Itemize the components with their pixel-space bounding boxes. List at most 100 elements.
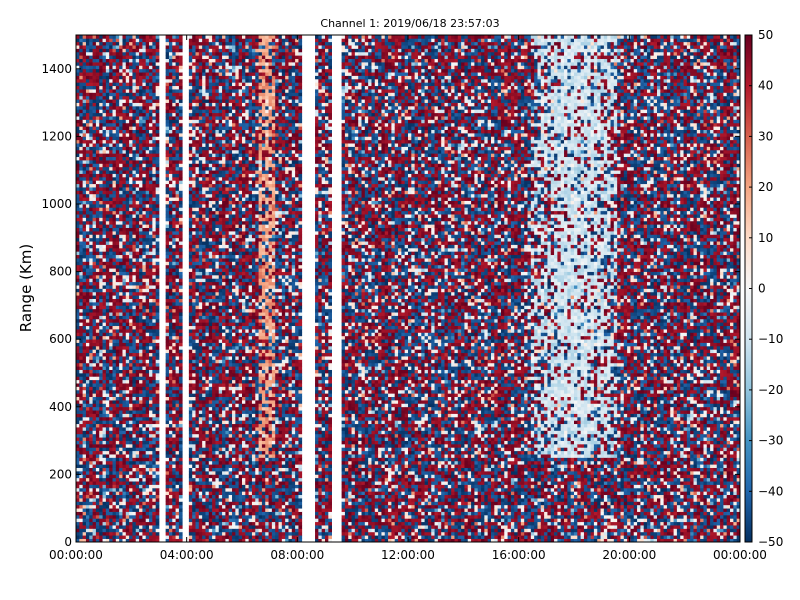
- heatmap-cell: [188, 359, 193, 364]
- heatmap-cell: [135, 254, 140, 259]
- heatmap-cell: [76, 345, 80, 350]
- heatmap-cell: [155, 237, 160, 242]
- heatmap-cell: [89, 494, 93, 499]
- heatmap-cell: [145, 234, 150, 239]
- heatmap-cell: [152, 193, 157, 198]
- heatmap-cell: [149, 433, 153, 438]
- heatmap-cell: [165, 291, 170, 296]
- heatmap-cell: [105, 450, 110, 455]
- heatmap-cell: [168, 494, 173, 499]
- heatmap-cell: [188, 362, 193, 367]
- heatmap-cell: [125, 298, 130, 303]
- heatmap-cell: [178, 163, 183, 168]
- heatmap-cell: [195, 149, 200, 154]
- heatmap-cell: [79, 494, 83, 499]
- heatmap-cell: [105, 396, 110, 401]
- heatmap-cell: [109, 264, 113, 269]
- heatmap-cell: [85, 413, 90, 418]
- heatmap-cell: [155, 396, 160, 401]
- heatmap-cell: [85, 400, 90, 404]
- heatmap-cell: [168, 271, 173, 276]
- heatmap-cell: [125, 386, 130, 391]
- heatmap-cell: [149, 105, 153, 110]
- heatmap-cell: [109, 122, 113, 127]
- heatmap-cell: [102, 511, 107, 516]
- heatmap-cell: [145, 356, 150, 360]
- heatmap-cell: [155, 119, 160, 124]
- heatmap-cell: [132, 308, 137, 313]
- heatmap-cell: [82, 85, 87, 90]
- heatmap-cell: [122, 65, 127, 70]
- heatmap-cell: [175, 308, 180, 313]
- heatmap-cell: [145, 484, 150, 489]
- heatmap-cell: [82, 224, 87, 229]
- heatmap-cell: [188, 48, 193, 53]
- heatmap-cell: [125, 312, 130, 316]
- heatmap-cell: [122, 35, 127, 39]
- heatmap-cell: [109, 35, 113, 39]
- heatmap-cell: [79, 376, 83, 381]
- heatmap-cell: [168, 58, 173, 63]
- heatmap-cell: [112, 48, 117, 53]
- heatmap-cell: [89, 271, 93, 276]
- heatmap-cell: [99, 193, 103, 198]
- heatmap-cell: [79, 99, 83, 103]
- heatmap-cell: [195, 345, 200, 350]
- heatmap-cell: [79, 521, 83, 526]
- heatmap-cell: [172, 366, 176, 370]
- heatmap-cell: [115, 366, 120, 370]
- heatmap-cell: [188, 62, 193, 66]
- heatmap-cell: [168, 318, 173, 323]
- heatmap-cell: [192, 163, 196, 168]
- heatmap-cell: [155, 187, 160, 191]
- heatmap-cell: [122, 116, 127, 120]
- heatmap-cell: [152, 302, 157, 306]
- heatmap-cell: [178, 437, 183, 441]
- heatmap-cell: [125, 197, 130, 201]
- heatmap-cell: [105, 295, 110, 299]
- heatmap-cell: [175, 386, 180, 391]
- heatmap-cell: [149, 156, 153, 161]
- heatmap-cell: [82, 501, 87, 506]
- heatmap-cell: [95, 68, 100, 73]
- heatmap-cell: [145, 251, 150, 256]
- heatmap-cell: [152, 406, 157, 411]
- heatmap-cell: [132, 508, 137, 512]
- heatmap-cell: [178, 508, 183, 512]
- heatmap-cell: [145, 156, 150, 161]
- heatmap-cell: [112, 187, 117, 191]
- heatmap-cell: [195, 325, 200, 330]
- heatmap-cell: [82, 281, 87, 286]
- heatmap-cell: [85, 271, 90, 276]
- heatmap-cell: [109, 369, 113, 374]
- heatmap-cell: [122, 440, 127, 445]
- heatmap-cell: [165, 156, 170, 161]
- heatmap-cell: [102, 38, 107, 43]
- heatmap-cell: [152, 281, 157, 286]
- heatmap-cell: [149, 65, 153, 70]
- heatmap-cell: [129, 403, 133, 408]
- heatmap-cell: [175, 193, 180, 198]
- heatmap-cell: [85, 72, 90, 76]
- heatmap-cell: [109, 65, 113, 70]
- heatmap-cell: [82, 254, 87, 259]
- heatmap-cell: [112, 268, 117, 272]
- heatmap-cell: [85, 511, 90, 516]
- heatmap-cell: [172, 99, 176, 103]
- heatmap-cell: [95, 163, 100, 168]
- heatmap-cell: [102, 521, 107, 526]
- heatmap-cell: [172, 112, 176, 117]
- heatmap-cell: [172, 41, 176, 46]
- heatmap-cell: [89, 65, 93, 70]
- heatmap-cell: [92, 389, 97, 394]
- heatmap-cell: [172, 237, 176, 242]
- heatmap-cell: [89, 315, 93, 320]
- heatmap-cell: [145, 471, 150, 475]
- heatmap-cell: [119, 234, 123, 239]
- heatmap-cell: [152, 349, 157, 354]
- heatmap-cell: [175, 379, 180, 384]
- heatmap-cell: [165, 105, 170, 110]
- heatmap-cell: [99, 99, 103, 103]
- heatmap-cell: [152, 494, 157, 499]
- heatmap-cell: [89, 261, 93, 266]
